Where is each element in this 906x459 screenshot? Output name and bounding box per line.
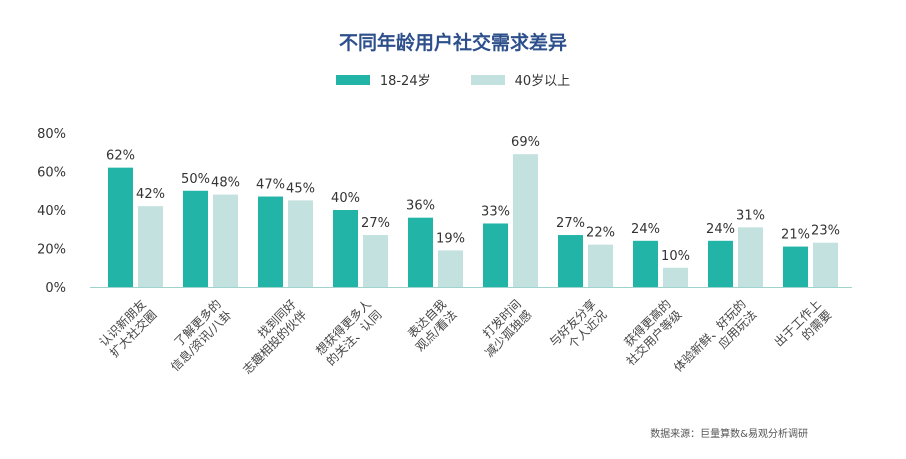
bar-40plus — [738, 227, 763, 287]
data-label: 21% — [781, 228, 810, 243]
legend-item-18-24: 18-24岁 — [335, 70, 431, 89]
data-label: 27% — [556, 216, 585, 231]
legend-swatch — [335, 74, 370, 85]
data-label: 24% — [631, 222, 660, 237]
chart-title: 不同年龄用户社交需求差异 — [338, 32, 567, 54]
legend: 18-24岁 40岁以上 — [0, 70, 906, 89]
data-label: 10% — [661, 249, 690, 264]
legend-swatch — [470, 74, 505, 85]
bar-18-24 — [483, 223, 508, 287]
bar-18-24 — [783, 246, 808, 287]
bar-40plus — [513, 154, 538, 287]
bar-40plus — [813, 242, 838, 287]
y-tick-label: 80% — [37, 127, 66, 142]
y-tick-label: 60% — [37, 166, 66, 181]
bar-40plus — [213, 194, 238, 287]
bar-18-24 — [408, 217, 433, 287]
source-note: 数据来源：巨量算数&易观分析调研 — [650, 429, 808, 440]
data-label: 42% — [136, 187, 165, 202]
bar-18-24 — [633, 240, 658, 287]
y-tick-label: 20% — [37, 243, 66, 258]
bar-40plus — [588, 244, 613, 287]
bar-18-24 — [108, 167, 133, 287]
bar-18-24 — [558, 235, 583, 287]
bar-18-24 — [333, 210, 358, 287]
y-tick-label: 0% — [45, 281, 66, 296]
data-label: 22% — [586, 226, 615, 241]
data-label: 47% — [256, 178, 285, 193]
legend-item-40plus: 40岁以上 — [470, 70, 571, 89]
data-label: 40% — [331, 191, 360, 206]
legend-label: 18-24岁 — [379, 74, 431, 89]
data-label: 23% — [811, 224, 840, 239]
bar-40plus — [438, 250, 463, 287]
data-label: 27% — [361, 216, 390, 231]
data-label: 36% — [406, 199, 435, 214]
bar-18-24 — [708, 240, 733, 287]
bar-40plus — [288, 200, 313, 287]
bar-40plus — [363, 235, 388, 287]
y-tick-label: 40% — [37, 204, 66, 219]
data-label: 45% — [286, 181, 315, 196]
data-label: 48% — [211, 176, 240, 191]
bar-40plus — [663, 267, 688, 287]
bar-40plus — [138, 206, 163, 287]
data-label: 31% — [736, 208, 765, 223]
legend-label: 40岁以上 — [514, 74, 571, 89]
data-label: 62% — [106, 149, 135, 164]
bar-18-24 — [183, 190, 208, 287]
data-label: 69% — [511, 135, 540, 150]
data-label: 19% — [436, 231, 465, 246]
data-label: 24% — [706, 222, 735, 237]
bar-18-24 — [258, 196, 283, 287]
data-label: 33% — [481, 204, 510, 219]
data-label: 50% — [181, 172, 210, 187]
